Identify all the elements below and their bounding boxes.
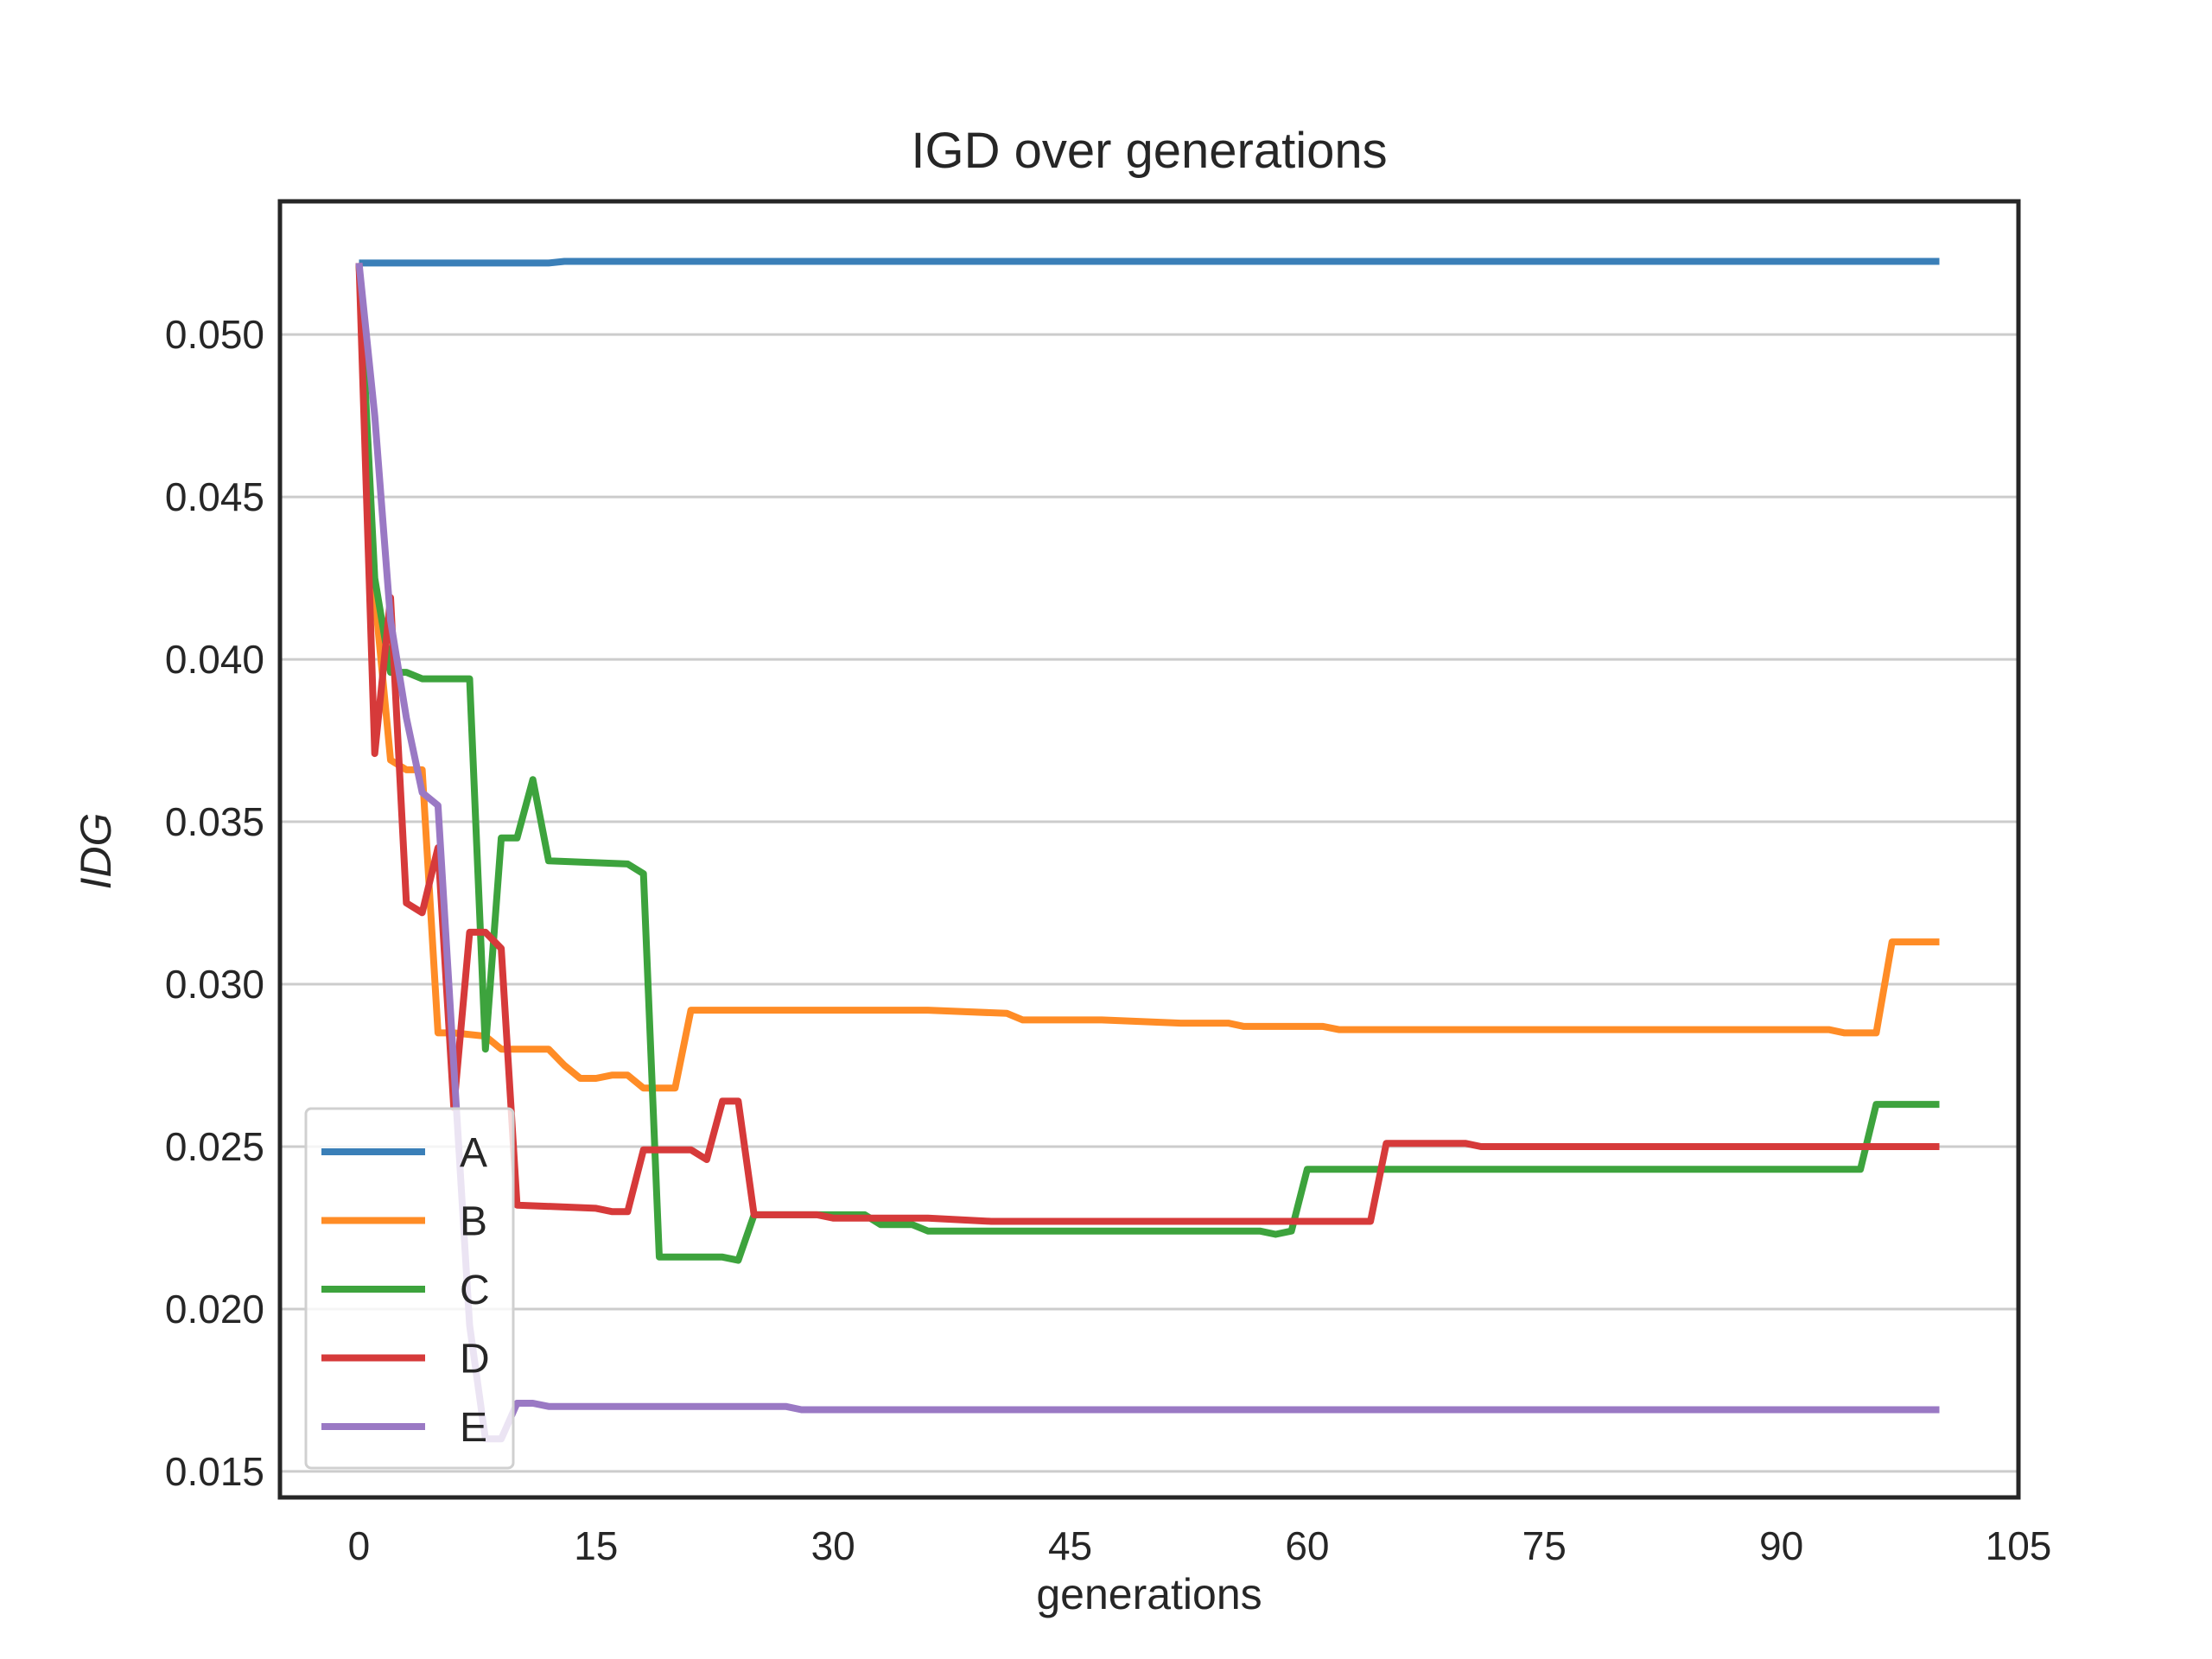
- legend-label-d: D: [460, 1337, 490, 1382]
- legend-label-b: B: [460, 1199, 487, 1245]
- x-tick-label: 60: [1285, 1523, 1329, 1568]
- series-line-c: [355, 263, 1940, 1264]
- x-tick-label: 30: [811, 1523, 855, 1568]
- x-tick-label: 0: [348, 1523, 371, 1568]
- legend-label-a: A: [460, 1130, 487, 1176]
- grid: [280, 333, 2018, 1473]
- legend-label-c: C: [460, 1268, 490, 1313]
- plot-frame: [277, 199, 2021, 1500]
- series-line-a: [359, 257, 1940, 267]
- y-axis: 0.015 0.020 0.025 0.030 0.035 0.040 0.045 0.050: [165, 312, 264, 1494]
- x-tick-label: 105: [1986, 1523, 2052, 1568]
- y-tick-label: 0.035: [165, 799, 264, 844]
- y-tick-label: 0.025: [165, 1124, 264, 1169]
- series-line-d: [355, 263, 1940, 1225]
- y-tick-label: 0.040: [165, 637, 264, 682]
- series-line-b: [355, 263, 1940, 1092]
- legend-label-e: E: [460, 1405, 487, 1451]
- chart-title: IGD over generations: [911, 123, 1387, 179]
- x-axis: 0 15 30 45 60 75 90 105: [348, 1523, 2052, 1568]
- x-tick-label: 45: [1048, 1523, 1092, 1568]
- x-axis-label: generations: [1036, 1570, 1262, 1618]
- x-tick-label: 75: [1522, 1523, 1567, 1568]
- y-axis-label: IDG: [72, 813, 120, 890]
- y-tick-label: 0.020: [165, 1287, 264, 1332]
- y-tick-label: 0.030: [165, 962, 264, 1007]
- y-tick-label: 0.015: [165, 1449, 264, 1494]
- y-tick-label: 0.045: [165, 474, 264, 519]
- y-tick-label: 0.050: [165, 312, 264, 357]
- x-tick-label: 90: [1759, 1523, 1803, 1568]
- x-tick-label: 15: [574, 1523, 618, 1568]
